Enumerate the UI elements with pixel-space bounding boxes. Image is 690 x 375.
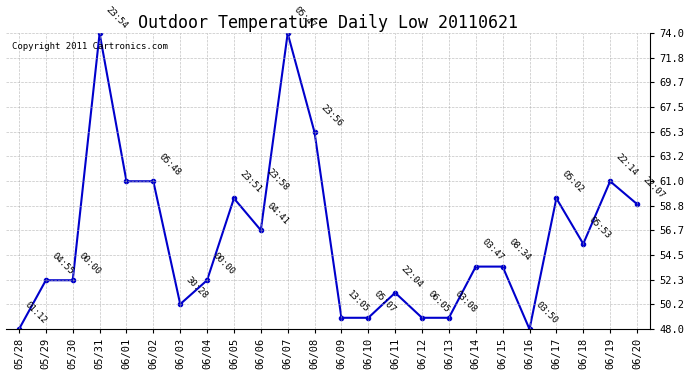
Text: 05:07: 05:07 — [373, 289, 397, 314]
Text: 22:07: 22:07 — [641, 175, 667, 200]
Text: 05:47: 05:47 — [292, 6, 317, 31]
Text: 30:28: 30:28 — [184, 275, 210, 300]
Text: 04:55: 04:55 — [50, 251, 75, 276]
Text: Copyright 2011 Cartronics.com: Copyright 2011 Cartronics.com — [12, 42, 168, 51]
Text: 13:05: 13:05 — [346, 289, 371, 314]
Text: 04:41: 04:41 — [265, 201, 290, 226]
Text: 05:02: 05:02 — [560, 169, 586, 195]
Text: 23:51: 23:51 — [238, 169, 264, 195]
Text: 03:47: 03:47 — [480, 237, 505, 263]
Text: 22:14: 22:14 — [614, 152, 640, 178]
Text: 22:04: 22:04 — [400, 264, 424, 289]
Text: 23:54: 23:54 — [104, 6, 129, 31]
Text: 01:12: 01:12 — [23, 300, 48, 326]
Text: 06:05: 06:05 — [426, 289, 451, 314]
Text: 00:00: 00:00 — [211, 251, 237, 276]
Text: 03:50: 03:50 — [533, 300, 559, 326]
Text: 23:58: 23:58 — [265, 167, 290, 192]
Text: 03:08: 03:08 — [453, 289, 478, 314]
Text: 23:56: 23:56 — [319, 103, 344, 129]
Text: 05:48: 05:48 — [157, 152, 183, 178]
Title: Outdoor Temperature Daily Low 20110621: Outdoor Temperature Daily Low 20110621 — [138, 14, 518, 32]
Text: 05:53: 05:53 — [587, 215, 613, 240]
Text: 00:00: 00:00 — [77, 251, 102, 276]
Text: 08:34: 08:34 — [506, 237, 532, 263]
